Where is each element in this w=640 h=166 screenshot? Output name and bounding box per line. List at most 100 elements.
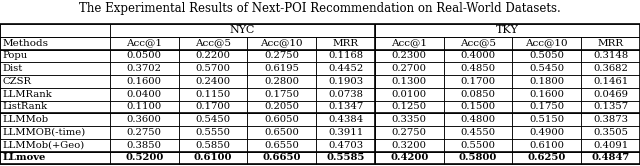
- Bar: [0, 113, 110, 126]
- Text: Acc@1: Acc@1: [391, 39, 428, 48]
- Text: 0.4847: 0.4847: [591, 153, 630, 163]
- Bar: [179, 101, 247, 113]
- Text: 0.6100: 0.6100: [529, 141, 564, 150]
- Text: 0.0469: 0.0469: [593, 90, 628, 99]
- Text: MRR: MRR: [598, 39, 623, 48]
- Text: Acc@1: Acc@1: [126, 39, 162, 48]
- Text: Acc@5: Acc@5: [460, 39, 496, 48]
- Text: 0.3505: 0.3505: [593, 128, 628, 137]
- Bar: [316, 88, 375, 101]
- Bar: [375, 139, 444, 152]
- Bar: [513, 62, 581, 75]
- Text: 0.3600: 0.3600: [127, 115, 162, 124]
- Bar: [179, 113, 247, 126]
- Bar: [581, 62, 640, 75]
- Bar: [444, 113, 513, 126]
- Bar: [375, 62, 444, 75]
- Text: Popu: Popu: [3, 51, 28, 60]
- Bar: [375, 50, 444, 62]
- Text: CZSR: CZSR: [3, 77, 31, 86]
- Bar: [444, 75, 513, 88]
- Text: 0.4900: 0.4900: [529, 128, 564, 137]
- Text: Methods: Methods: [3, 39, 49, 48]
- Text: 0.6500: 0.6500: [264, 128, 299, 137]
- Text: 0.3350: 0.3350: [392, 115, 427, 124]
- Text: 0.1750: 0.1750: [529, 102, 564, 111]
- Bar: [513, 50, 581, 62]
- Text: LLMRank: LLMRank: [3, 90, 52, 99]
- Text: Acc@5: Acc@5: [195, 39, 231, 48]
- Text: TKY: TKY: [496, 25, 519, 36]
- Bar: [581, 101, 640, 113]
- Text: 0.2750: 0.2750: [392, 128, 427, 137]
- Text: The Experimental Results of Next-POI Recommendation on Real-World Datasets.: The Experimental Results of Next-POI Rec…: [79, 2, 561, 15]
- Bar: [513, 37, 581, 50]
- Text: 0.0850: 0.0850: [461, 90, 495, 99]
- Bar: [179, 50, 247, 62]
- Bar: [316, 139, 375, 152]
- Text: 0.0500: 0.0500: [127, 51, 162, 60]
- Bar: [110, 101, 179, 113]
- Bar: [247, 152, 316, 164]
- Bar: [581, 152, 640, 164]
- Bar: [0, 126, 110, 139]
- Text: 0.5450: 0.5450: [529, 64, 564, 73]
- Text: 0.5850: 0.5850: [195, 141, 230, 150]
- Text: Acc@10: Acc@10: [525, 39, 568, 48]
- Bar: [179, 152, 247, 164]
- Bar: [444, 50, 513, 62]
- Bar: [513, 113, 581, 126]
- Text: 0.3911: 0.3911: [328, 128, 363, 137]
- Bar: [375, 88, 444, 101]
- Bar: [316, 152, 375, 164]
- Bar: [179, 62, 247, 75]
- Bar: [444, 139, 513, 152]
- Bar: [0, 88, 110, 101]
- Bar: [581, 75, 640, 88]
- Text: 0.4703: 0.4703: [328, 141, 363, 150]
- Text: 0.2750: 0.2750: [264, 51, 300, 60]
- Bar: [0, 152, 110, 164]
- Text: 0.2750: 0.2750: [127, 128, 162, 137]
- Bar: [110, 88, 179, 101]
- Bar: [0, 101, 110, 113]
- Bar: [179, 37, 247, 50]
- Text: 0.1100: 0.1100: [127, 102, 162, 111]
- Bar: [581, 113, 640, 126]
- Text: 0.1750: 0.1750: [264, 90, 300, 99]
- Text: LLMMOB(-time): LLMMOB(-time): [3, 128, 86, 137]
- Text: MRR: MRR: [332, 39, 358, 48]
- Text: 0.4000: 0.4000: [461, 51, 495, 60]
- Bar: [179, 139, 247, 152]
- Text: 0.1700: 0.1700: [461, 77, 495, 86]
- Bar: [375, 101, 444, 113]
- Text: 0.6550: 0.6550: [264, 141, 299, 150]
- Bar: [0, 50, 110, 62]
- Text: 0.0400: 0.0400: [127, 90, 162, 99]
- Text: Acc@10: Acc@10: [260, 39, 303, 48]
- Bar: [110, 113, 179, 126]
- Bar: [375, 24, 640, 37]
- Text: 0.5450: 0.5450: [195, 115, 230, 124]
- Text: 0.4850: 0.4850: [461, 64, 495, 73]
- Bar: [513, 88, 581, 101]
- Text: Dist: Dist: [3, 64, 23, 73]
- Text: 0.1300: 0.1300: [392, 77, 427, 86]
- Bar: [513, 75, 581, 88]
- Bar: [316, 50, 375, 62]
- Text: 0.3148: 0.3148: [593, 51, 628, 60]
- Bar: [444, 152, 513, 164]
- Text: 0.1461: 0.1461: [593, 77, 628, 86]
- Bar: [375, 152, 444, 164]
- Bar: [581, 126, 640, 139]
- Bar: [316, 113, 375, 126]
- Text: 0.5800: 0.5800: [459, 153, 497, 163]
- Bar: [110, 24, 375, 37]
- Bar: [0, 24, 110, 37]
- Bar: [375, 113, 444, 126]
- Text: 0.3873: 0.3873: [593, 115, 628, 124]
- Bar: [316, 37, 375, 50]
- Text: 0.2400: 0.2400: [195, 77, 230, 86]
- Bar: [581, 139, 640, 152]
- Bar: [513, 139, 581, 152]
